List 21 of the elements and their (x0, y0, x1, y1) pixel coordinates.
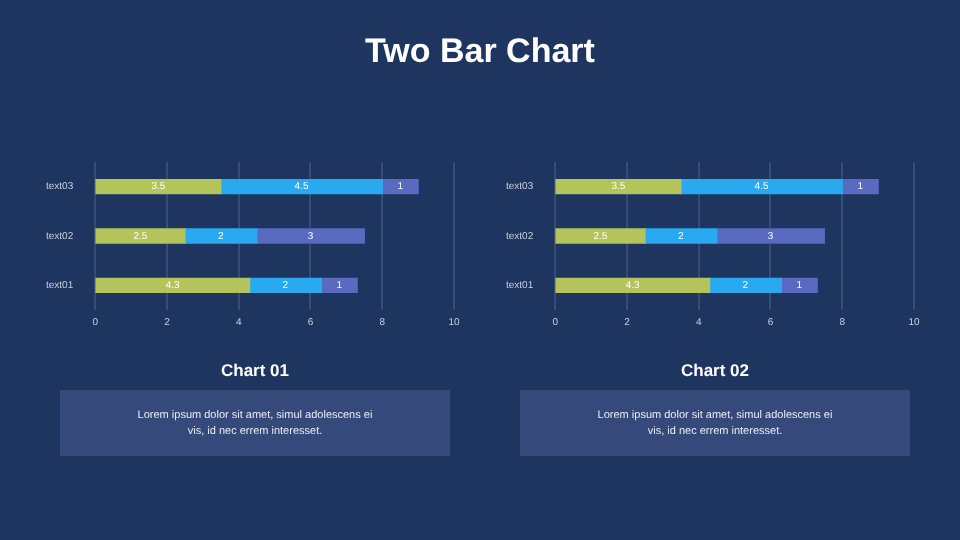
text: Chart 01 (218, 360, 291, 380)
text: Chart 02 (678, 360, 751, 380)
bar (680, 179, 843, 195)
bar (220, 179, 383, 195)
bar (708, 277, 782, 293)
bar (780, 277, 818, 293)
bar (644, 228, 718, 244)
bar (555, 277, 711, 293)
bar (95, 277, 251, 293)
bar (184, 228, 258, 244)
bar (716, 228, 825, 244)
bar (320, 277, 358, 293)
bar (95, 228, 186, 244)
bar (381, 179, 419, 195)
bar (95, 179, 222, 195)
bar (248, 277, 322, 293)
bar (841, 179, 879, 195)
text: Two Bar Chart (363, 32, 597, 72)
bar (256, 228, 365, 244)
bar (555, 228, 646, 244)
bar (555, 179, 682, 195)
